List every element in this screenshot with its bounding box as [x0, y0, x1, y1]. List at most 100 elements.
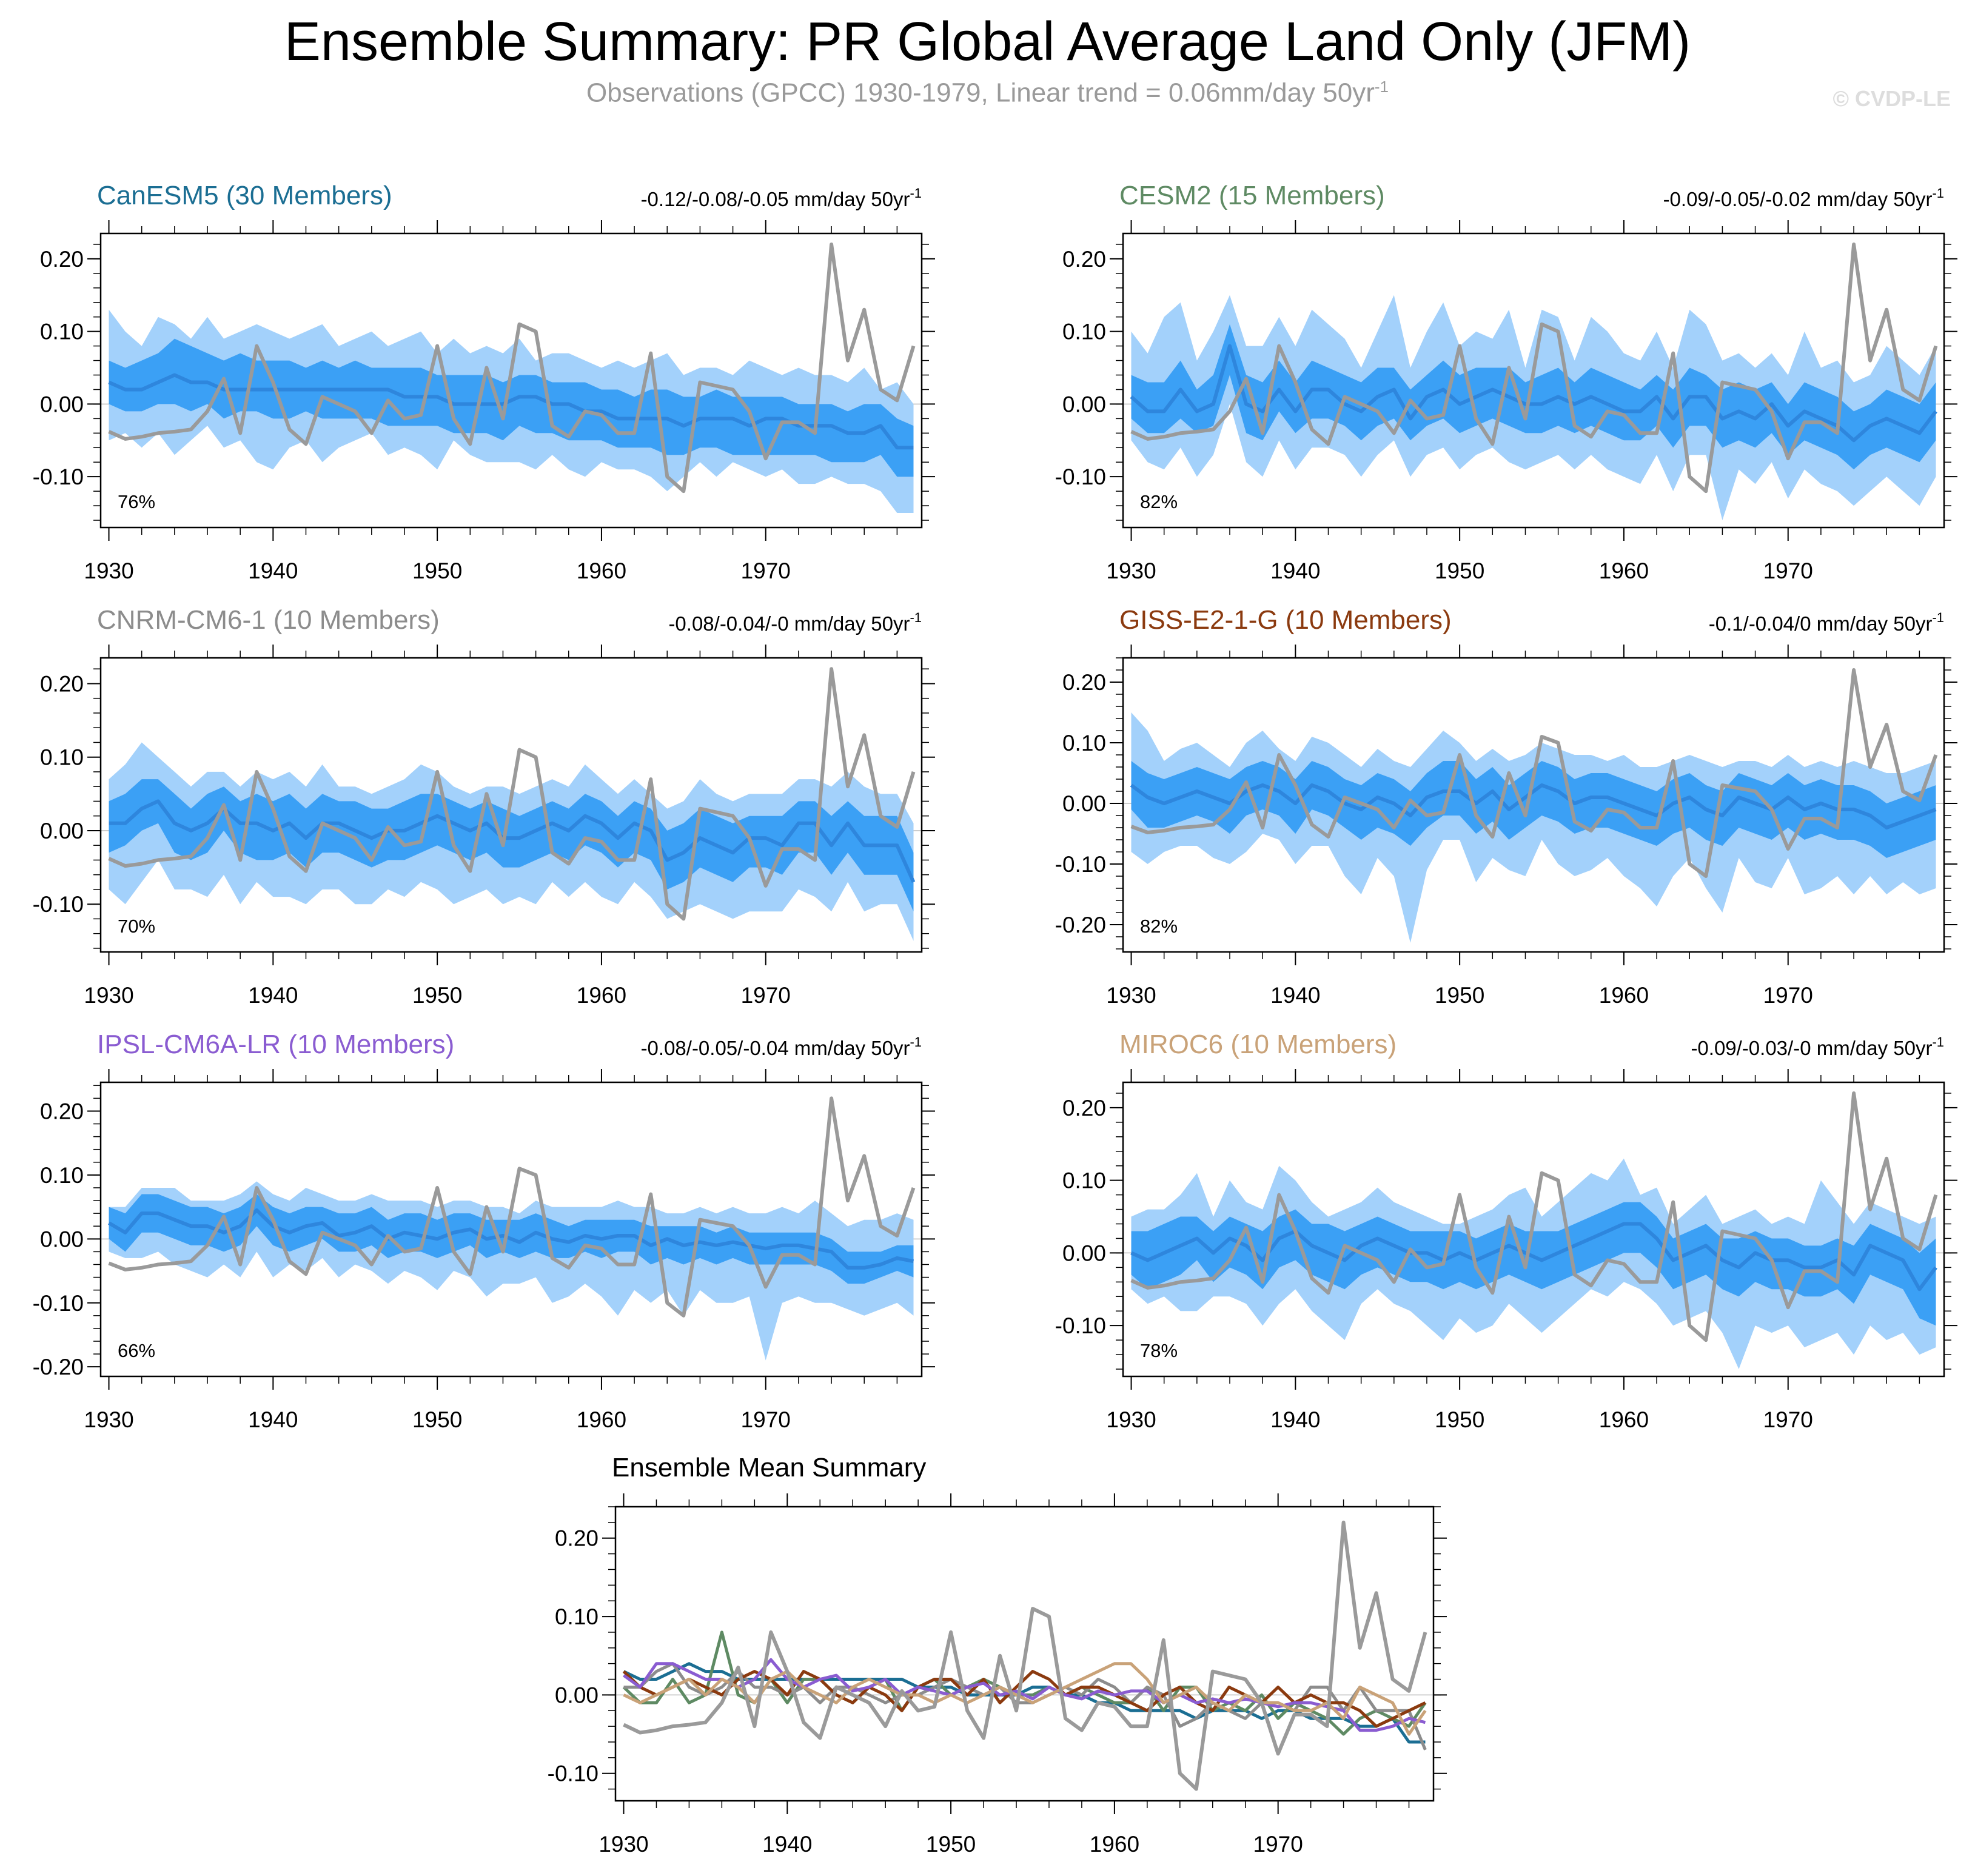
panel-canesm5: 0.20 0.10 0.00 -0.10 1930 1940 1950 1960 1970 Can… — [33, 181, 935, 583]
percent-label: 78% — [1140, 1340, 1178, 1361]
x-tick-label: 1940 — [248, 558, 298, 583]
y-tick-label: 0.10 — [1062, 731, 1106, 755]
observations-line — [108, 243, 916, 494]
ensemble-mean-line — [1130, 783, 1937, 829]
x-tick-label: 1970 — [741, 558, 791, 583]
observations-line — [1130, 668, 1938, 878]
panel-title: CNRM-CM6-1 (10 Members) — [97, 605, 440, 635]
y-tick-label: 0.10 — [40, 745, 84, 770]
trend-label: -0.08/-0.04/-0 mm/day 50yr-1 — [668, 610, 922, 635]
ensemble-mean-line — [1130, 344, 1937, 443]
y-tick-label: 0.00 — [1062, 392, 1106, 417]
panel-title: IPSL-CM6A-LR (10 Members) — [97, 1030, 454, 1059]
x-tick-label: 1930 — [84, 983, 133, 1008]
panel-title: CESM2 (15 Members) — [1119, 181, 1385, 210]
y-tick-label: -0.10 — [33, 1291, 84, 1316]
ensemble-mean-line — [107, 1208, 914, 1270]
panel-title: CanESM5 (30 Members) — [97, 181, 392, 210]
y-tick-label: -0.10 — [33, 892, 84, 917]
x-tick-label: 1930 — [1106, 558, 1156, 583]
series-line-observations-gpcc- — [623, 1520, 1427, 1791]
trend-label: -0.1/-0.04/0 mm/day 50yr-1 — [1709, 610, 1944, 635]
panel-miroc6: 0.20 0.10 0.00 -0.10 1930 1940 1950 1960 1970 MIR… — [1055, 1030, 1957, 1432]
y-tick-label: 0.10 — [1062, 320, 1106, 344]
y-tick-label: 0.10 — [555, 1604, 599, 1629]
y-tick-label: 0.10 — [40, 1163, 84, 1188]
plot-frame — [99, 1081, 923, 1378]
x-tick-label: 1930 — [84, 1407, 133, 1432]
y-tick-label: 0.20 — [40, 1099, 84, 1124]
plot-frame — [99, 657, 923, 953]
y-tick-label: -0.10 — [1055, 852, 1106, 877]
x-tick-label: 1940 — [1270, 558, 1320, 583]
series-line-ipsl-cm6a-lr — [623, 1658, 1426, 1732]
inner-spread-band — [1131, 324, 1936, 470]
x-tick-label: 1970 — [741, 1407, 791, 1432]
panel-ipsl-cm6a-lr: 0.20 0.10 0.00 -0.10 -0.20 1930 1940 1950 1960 19… — [33, 1030, 935, 1432]
series-line-giss-e2-1-g — [622, 1670, 1426, 1728]
panel-giss-e2-1-g: 0.20 0.10 0.00 -0.10 -0.20 1930 1940 1950 1960 19… — [1055, 605, 1957, 1008]
panel-title: MIROC6 (10 Members) — [1119, 1030, 1397, 1059]
y-tick-label: -0.10 — [33, 464, 84, 489]
y-tick-label: -0.20 — [33, 1355, 84, 1379]
x-tick-label: 1930 — [599, 1832, 648, 1857]
ensemble-mean-line — [1130, 1222, 1937, 1291]
x-tick-label: 1960 — [577, 983, 626, 1008]
panel-title: GISS-E2-1-G (10 Members) — [1119, 605, 1452, 635]
x-tick-label: 1950 — [1435, 1407, 1484, 1432]
percent-label: 82% — [1140, 916, 1178, 937]
y-tick-label: 0.10 — [1062, 1168, 1106, 1193]
panel-ensemble-mean-summary: 0.20 0.10 0.00 -0.10 1930 1940 1950 1960 1970 Ens… — [548, 1453, 1447, 1857]
ensemble-mean-line — [108, 373, 914, 450]
x-tick-label: 1930 — [1106, 1407, 1156, 1432]
x-tick-label: 1970 — [1763, 1407, 1813, 1432]
plot-frame — [99, 232, 923, 529]
observations-line — [1130, 1091, 1938, 1342]
x-tick-label: 1950 — [412, 1407, 462, 1432]
x-tick-label: 1950 — [1435, 983, 1484, 1008]
plot-frame — [614, 1506, 1435, 1802]
observations-line — [108, 667, 916, 921]
inner-spread-band — [1131, 1202, 1936, 1326]
x-tick-label: 1930 — [84, 558, 133, 583]
x-tick-label: 1960 — [577, 1407, 626, 1432]
inner-spread-band — [1131, 761, 1936, 858]
x-tick-label: 1950 — [1435, 558, 1484, 583]
y-tick-label: 0.20 — [40, 671, 84, 696]
trend-label: -0.09/-0.05/-0.02 mm/day 50yr-1 — [1663, 186, 1944, 210]
y-tick-label: 0.00 — [40, 1227, 84, 1251]
x-tick-label: 1930 — [1106, 983, 1156, 1008]
trend-label: -0.09/-0.03/-0 mm/day 50yr-1 — [1691, 1034, 1944, 1059]
subtitle-text: Observations (GPCC) 1930-1979, Linear tr… — [586, 78, 1375, 108]
y-tick-label: 0.10 — [40, 320, 84, 344]
percent-label: 76% — [118, 491, 155, 512]
x-tick-label: 1960 — [1090, 1832, 1139, 1857]
percent-label: 66% — [118, 1340, 155, 1361]
y-tick-label: 0.20 — [40, 247, 84, 272]
observations-line — [108, 1096, 916, 1318]
x-tick-label: 1950 — [412, 983, 462, 1008]
y-tick-label: 0.20 — [1062, 670, 1106, 695]
y-tick-label: 0.20 — [1062, 247, 1106, 272]
subtitle-superscript: -1 — [1374, 78, 1389, 96]
x-tick-label: 1960 — [1599, 983, 1649, 1008]
percent-label: 70% — [118, 916, 155, 937]
trend-label: -0.08/-0.05/-0.04 mm/day 50yr-1 — [641, 1034, 922, 1059]
trend-label: -0.12/-0.08/-0.05 mm/day 50yr-1 — [641, 186, 922, 210]
observations-line — [1130, 243, 1938, 494]
x-tick-label: 1940 — [248, 983, 298, 1008]
x-tick-label: 1970 — [1763, 983, 1813, 1008]
percent-label: 82% — [1140, 491, 1178, 512]
inner-spread-band — [109, 779, 914, 912]
y-tick-label: 0.00 — [40, 392, 84, 417]
plot-frame — [1122, 657, 1945, 953]
plot-frame — [1122, 232, 1945, 529]
y-tick-label: 0.00 — [555, 1683, 599, 1707]
y-tick-label: -0.10 — [1055, 1313, 1106, 1338]
y-tick-label: 0.00 — [1062, 1241, 1106, 1265]
ensemble-mean-line — [109, 799, 916, 883]
x-tick-label: 1970 — [1763, 558, 1813, 583]
x-tick-label: 1960 — [577, 558, 626, 583]
y-tick-label: 0.20 — [555, 1526, 599, 1551]
